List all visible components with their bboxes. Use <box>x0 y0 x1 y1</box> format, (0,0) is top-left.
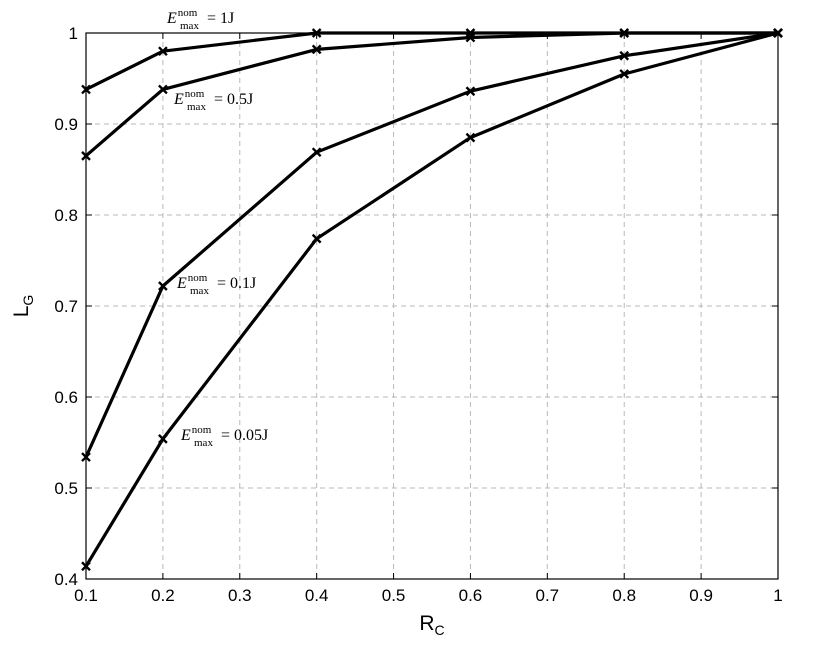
y-tick-label: 0.6 <box>54 388 78 407</box>
x-tick-label: 0.9 <box>689 586 713 605</box>
data-point <box>773 28 783 38</box>
x-tick-labels: 0.1 0.2 0.3 0.4 0.5 0.6 0.7 0.8 0.9 1 <box>74 586 783 605</box>
series-line <box>84 31 778 158</box>
y-axis-label: LG <box>10 295 36 318</box>
data-point <box>465 132 476 143</box>
series-4 <box>81 28 783 572</box>
grid <box>86 33 778 579</box>
annotations: Enom max = 1J Enom max = 0.5J Enom max = 0.1J… <box>166 7 268 449</box>
y-tick-label: 0.5 <box>54 479 78 498</box>
data-point <box>311 28 322 38</box>
x-tick-label: 0.6 <box>459 586 483 605</box>
data-point <box>465 32 476 43</box>
y-tick-label: 0.8 <box>54 206 78 225</box>
y-tick-label: 0.9 <box>54 115 78 134</box>
x-tick-label: 0.2 <box>151 586 175 605</box>
x-tick-label: 0.3 <box>228 586 252 605</box>
data-point <box>311 233 322 244</box>
data-point <box>158 46 168 57</box>
data-point <box>465 86 476 97</box>
series-3 <box>81 28 783 462</box>
y-tick-label: 0.7 <box>54 297 78 316</box>
data-point <box>311 147 322 158</box>
series-annotation: Enom max = 1J <box>166 7 234 32</box>
series-annotation: Enom max = 0.1J <box>176 272 256 297</box>
x-tick-label: 0.8 <box>612 586 636 605</box>
data-point <box>619 50 630 61</box>
data-point <box>81 452 91 462</box>
x-tick-label: 0.5 <box>382 586 406 605</box>
data-point <box>158 84 168 95</box>
y-tick-label: 1 <box>69 24 78 43</box>
data-point <box>619 69 630 79</box>
x-axis-label: RC <box>419 612 444 638</box>
series-layer <box>81 28 783 572</box>
x-tick-label: 0.1 <box>74 586 98 605</box>
x-tick-label: 0.7 <box>536 586 560 605</box>
data-point <box>619 28 630 38</box>
series-line <box>84 31 779 568</box>
x-tick-label: 1 <box>773 586 782 605</box>
data-point <box>81 84 91 95</box>
series-annotation: Enom max = 0.5J <box>173 88 253 113</box>
data-point <box>311 44 322 55</box>
data-point <box>81 561 91 572</box>
y-tick-label: 0.4 <box>54 570 78 589</box>
series-annotation: Enom max = 0.05J <box>180 424 268 449</box>
series-line <box>84 31 779 458</box>
data-point <box>81 151 91 161</box>
data-point <box>158 434 168 444</box>
y-tick-labels: 0.4 0.5 0.6 0.7 0.8 0.9 1 <box>54 24 78 589</box>
data-point <box>158 281 168 291</box>
x-tick-label: 0.4 <box>305 586 329 605</box>
